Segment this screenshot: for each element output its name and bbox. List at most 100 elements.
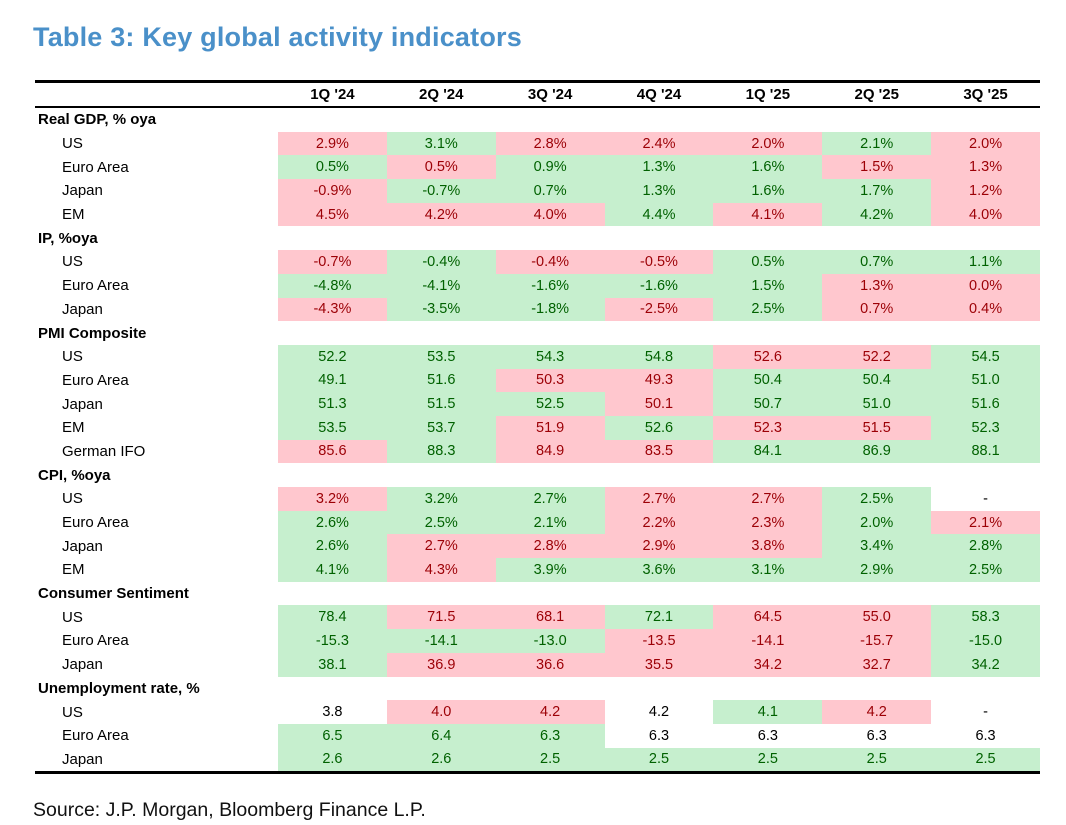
data-cell: 52.6 bbox=[604, 415, 714, 440]
data-cell: -0.4% bbox=[386, 250, 496, 274]
data-cell: 51.5 bbox=[386, 392, 496, 416]
data-cell: 84.1 bbox=[713, 439, 823, 464]
section-row: CPI, %oya bbox=[35, 463, 1040, 487]
data-cell: 3.1% bbox=[713, 558, 823, 582]
data-cell: 55.0 bbox=[822, 605, 932, 630]
data-cell: 2.7% bbox=[713, 487, 823, 511]
data-cell: 2.4% bbox=[604, 131, 714, 156]
data-cell: 49.3 bbox=[604, 368, 714, 393]
data-cell: -4.8% bbox=[278, 273, 387, 298]
data-cell: 1.3% bbox=[822, 273, 932, 298]
row-label: Euro Area bbox=[62, 371, 129, 389]
data-cell: 52.5 bbox=[495, 392, 605, 416]
row-label: Euro Area bbox=[62, 632, 129, 650]
data-cell: 2.6 bbox=[386, 747, 496, 772]
data-cell: -1.6% bbox=[495, 273, 605, 298]
data-cell: 2.0% bbox=[713, 131, 823, 156]
data-cell: 50.7 bbox=[713, 392, 823, 416]
data-cell: 52.2 bbox=[822, 344, 932, 369]
data-cell: 2.9% bbox=[278, 131, 387, 156]
empty-cell bbox=[495, 463, 605, 487]
empty-cell bbox=[386, 321, 496, 345]
data-cell: 0.7% bbox=[495, 179, 605, 203]
data-cell: 1.5% bbox=[713, 273, 823, 298]
data-cell: 6.3 bbox=[604, 723, 714, 748]
data-cell: 58.3 bbox=[931, 605, 1040, 630]
data-cell: 4.3% bbox=[386, 558, 496, 582]
data-cell: 0.5% bbox=[386, 155, 496, 180]
data-cell: 2.2% bbox=[604, 510, 714, 535]
data-cell: 52.3 bbox=[931, 415, 1040, 440]
section-label: CPI, %oya bbox=[38, 466, 111, 484]
data-cell: 4.0% bbox=[495, 202, 605, 227]
column-header: 1Q '25 bbox=[745, 86, 791, 103]
table-row: US -0.7% -0.4% -0.4% -0.5% 0.5% 0.7% 1.1% bbox=[35, 250, 1040, 274]
section-label: IP, %oya bbox=[38, 229, 98, 247]
row-label: US bbox=[62, 135, 83, 153]
data-cell: 3.8 bbox=[278, 700, 387, 724]
data-cell: 6.3 bbox=[713, 723, 823, 748]
data-cell: 3.2% bbox=[386, 487, 496, 511]
data-cell: 4.1 bbox=[713, 700, 823, 724]
table-row: Euro Area 6.5 6.4 6.3 6.3 6.3 6.3 6.3 bbox=[35, 723, 1040, 748]
row-label: Euro Area bbox=[62, 277, 129, 295]
table-row: Euro Area 0.5% 0.5% 0.9% 1.3% 1.6% 1.5% 1.3% bbox=[35, 155, 1040, 180]
column-header: 1Q '24 bbox=[310, 86, 355, 103]
data-cell: -1.6% bbox=[604, 273, 714, 298]
empty-cell bbox=[931, 676, 1040, 701]
data-cell: 6.3 bbox=[495, 723, 605, 748]
column-header: 2Q '25 bbox=[854, 86, 899, 103]
data-cell: -13.5 bbox=[604, 629, 714, 653]
table-title: Table 3: Key global activity indicators bbox=[33, 22, 522, 52]
data-cell: 3.8% bbox=[713, 534, 823, 559]
data-cell: 6.3 bbox=[931, 723, 1040, 748]
source-note: Source: J.P. Morgan, Bloomberg Finance L… bbox=[33, 799, 426, 822]
data-cell: 2.8% bbox=[495, 131, 605, 156]
table-row: US 3.2% 3.2% 2.7% 2.7% 2.7% 2.5% - bbox=[35, 487, 1040, 511]
table-row: Euro Area -4.8% -4.1% -1.6% -1.6% 1.5% 1.3% 0.0… bbox=[35, 273, 1040, 298]
data-cell: -13.0 bbox=[495, 629, 605, 653]
data-cell: 85.6 bbox=[278, 439, 387, 464]
section-label: Consumer Sentiment bbox=[38, 585, 189, 603]
empty-cell bbox=[931, 321, 1040, 345]
column-header: 2Q '24 bbox=[419, 86, 464, 103]
data-cell: -3.5% bbox=[386, 297, 496, 322]
empty-cell bbox=[495, 676, 605, 701]
table-row: Euro Area 49.1 51.6 50.3 49.3 50.4 50.4 51.0 bbox=[35, 368, 1040, 393]
section-label: Real GDP, % oya bbox=[38, 111, 157, 129]
empty-cell bbox=[386, 463, 496, 487]
data-cell: 0.9% bbox=[495, 155, 605, 180]
table-header: 1Q '24 2Q '24 3Q '24 4Q '24 1Q '25 2Q '25 3Q '… bbox=[35, 83, 1040, 108]
data-cell: 51.5 bbox=[822, 415, 932, 440]
empty-cell bbox=[931, 226, 1040, 251]
data-cell: 6.4 bbox=[386, 723, 496, 748]
data-cell: 4.2% bbox=[822, 202, 932, 227]
data-cell: 49.1 bbox=[278, 368, 387, 393]
row-label: Japan bbox=[62, 182, 103, 200]
empty-cell bbox=[604, 676, 714, 701]
row-label: US bbox=[62, 703, 83, 721]
section-row: Consumer Sentiment bbox=[35, 581, 1040, 606]
row-label: Euro Area bbox=[62, 727, 129, 745]
data-cell: 2.7% bbox=[604, 487, 714, 511]
data-cell: -2.5% bbox=[604, 297, 714, 322]
row-label: EM bbox=[62, 561, 85, 579]
data-cell: 35.5 bbox=[604, 652, 714, 677]
data-cell: -14.1 bbox=[713, 629, 823, 653]
data-cell: 51.9 bbox=[495, 415, 605, 440]
row-label: Japan bbox=[62, 750, 103, 768]
row-label: Euro Area bbox=[62, 514, 129, 532]
table-row: Japan -4.3% -3.5% -1.8% -2.5% 2.5% 0.7% 0.4% bbox=[35, 297, 1040, 322]
empty-cell bbox=[495, 321, 605, 345]
data-cell: 4.2 bbox=[604, 700, 714, 724]
data-cell: 78.4 bbox=[278, 605, 387, 630]
row-label: US bbox=[62, 608, 83, 626]
data-cell: 38.1 bbox=[278, 652, 387, 677]
indicators-table: 1Q '24 2Q '24 3Q '24 4Q '24 1Q '25 2Q '25 3Q '… bbox=[35, 80, 1040, 775]
data-cell: 54.3 bbox=[495, 344, 605, 369]
data-cell: 84.9 bbox=[495, 439, 605, 464]
data-cell: 52.6 bbox=[713, 344, 823, 369]
empty-cell bbox=[713, 463, 823, 487]
section-row: Unemployment rate, % bbox=[35, 676, 1040, 701]
section-label: Unemployment rate, % bbox=[38, 679, 200, 697]
